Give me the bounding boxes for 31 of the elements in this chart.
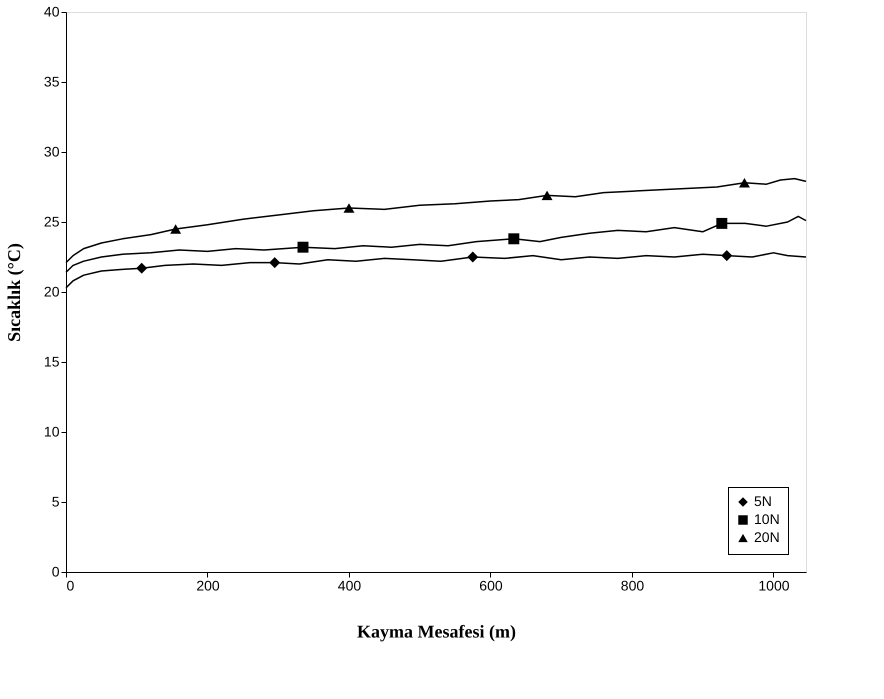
x-tick-label: 1000 [758, 578, 790, 594]
x-tick-label: 0 [66, 578, 74, 594]
point [738, 178, 750, 188]
x-tick-label: 600 [479, 578, 503, 594]
x-tick-label: 800 [620, 578, 644, 594]
y-tick-label: 40 [44, 4, 60, 20]
y-axis-title: Sıcaklık (°C) [4, 243, 24, 342]
y-tick-label: 15 [44, 354, 60, 370]
point [542, 190, 553, 200]
y-tick-label: 10 [44, 424, 60, 440]
y-tick-label: 30 [44, 144, 60, 160]
y-tick-label: 20 [44, 284, 60, 300]
point [508, 233, 520, 244]
x-axis-title: Kayma Mesafesi (m) [357, 622, 516, 642]
point [344, 203, 354, 213]
y-tick-label: 25 [44, 214, 60, 230]
point [716, 218, 728, 229]
y-tick-label: 35 [44, 74, 60, 90]
legend-label: 10N [754, 511, 780, 527]
legend-label: 5N [754, 493, 772, 509]
point [467, 252, 478, 262]
y-tick-label: 0 [52, 564, 60, 580]
y-tick-label: 5 [52, 494, 60, 510]
x-tick-label: 400 [338, 578, 362, 594]
point [136, 262, 148, 274]
point [721, 250, 732, 262]
point [298, 242, 308, 253]
legend-label: 20N [754, 529, 780, 545]
x-tick-label: 200 [196, 578, 220, 594]
point [170, 224, 182, 234]
point [269, 257, 280, 268]
